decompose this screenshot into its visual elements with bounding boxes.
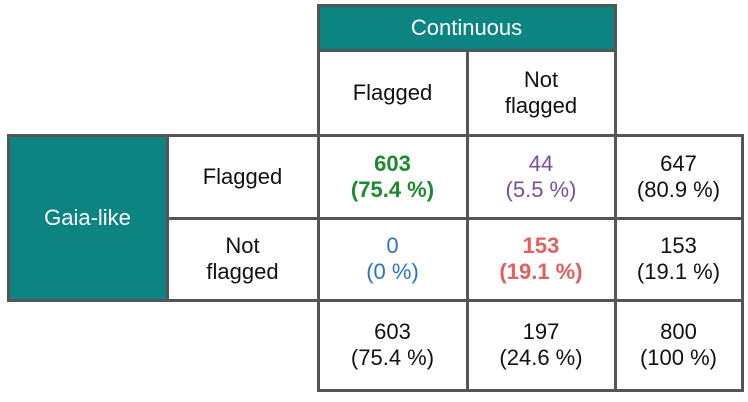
row-total: 647 (80.9 %) <box>613 133 744 220</box>
cell-text: (5.5 %) <box>505 176 577 202</box>
cell-text: (0 %) <box>366 259 419 284</box>
cell-text: 603 <box>374 319 411 345</box>
count-cell: 44 (5.5 %) <box>465 133 617 220</box>
row-total: 153 (19.1 %) <box>613 216 744 302</box>
cell-text: 153 <box>522 233 560 259</box>
cell-text: (19.1 %) <box>499 259 583 284</box>
column-total: 800 (100 %) <box>613 298 744 392</box>
cell-text: Flagged <box>352 79 433 105</box>
cell-text: Flagged <box>202 163 283 189</box>
row-label: Not flagged <box>165 216 320 302</box>
count-cell: 0 (0 %) <box>316 216 469 302</box>
cell-text: 153 <box>660 233 697 259</box>
cell-text: 800 <box>660 319 697 345</box>
count-cell: 153 (19.1 %) <box>465 216 617 302</box>
cell-text: 603 <box>374 150 411 176</box>
cell-text: Not <box>523 66 559 92</box>
cell-text: flagged <box>206 259 279 284</box>
column-total: 603 (75.4 %) <box>316 298 469 392</box>
cell-text: (100 %) <box>639 345 718 370</box>
cell-text: 647 <box>660 150 697 176</box>
column-total: 197 (24.6 %) <box>465 298 617 392</box>
cell-text: Continuous <box>410 14 523 40</box>
cell-text: Not <box>225 233 260 259</box>
cell-text: flagged <box>504 92 578 118</box>
cell-text: (24.6 %) <box>499 345 583 370</box>
column-label: Not flagged <box>465 48 617 137</box>
cell-text: (19.1 %) <box>636 259 721 284</box>
cell-text: (75.4 %) <box>350 345 435 370</box>
row-group-header: Gaia-like <box>6 133 169 302</box>
column-label: Flagged <box>316 48 469 137</box>
cell-text: 197 <box>522 319 560 345</box>
cell-text: 0 <box>386 233 399 259</box>
cell-text: (80.9 %) <box>636 176 721 202</box>
row-label: Flagged <box>165 133 320 220</box>
cell-text: (75.4 %) <box>350 176 435 202</box>
cell-text: 44 <box>528 150 554 176</box>
count-cell: 603 (75.4 %) <box>316 133 469 220</box>
cell-text: Gaia-like <box>44 204 131 230</box>
column-group-header: Continuous <box>316 3 617 52</box>
